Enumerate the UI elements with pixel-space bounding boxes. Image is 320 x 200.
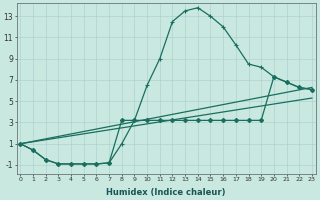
X-axis label: Humidex (Indice chaleur): Humidex (Indice chaleur) [106, 188, 226, 197]
